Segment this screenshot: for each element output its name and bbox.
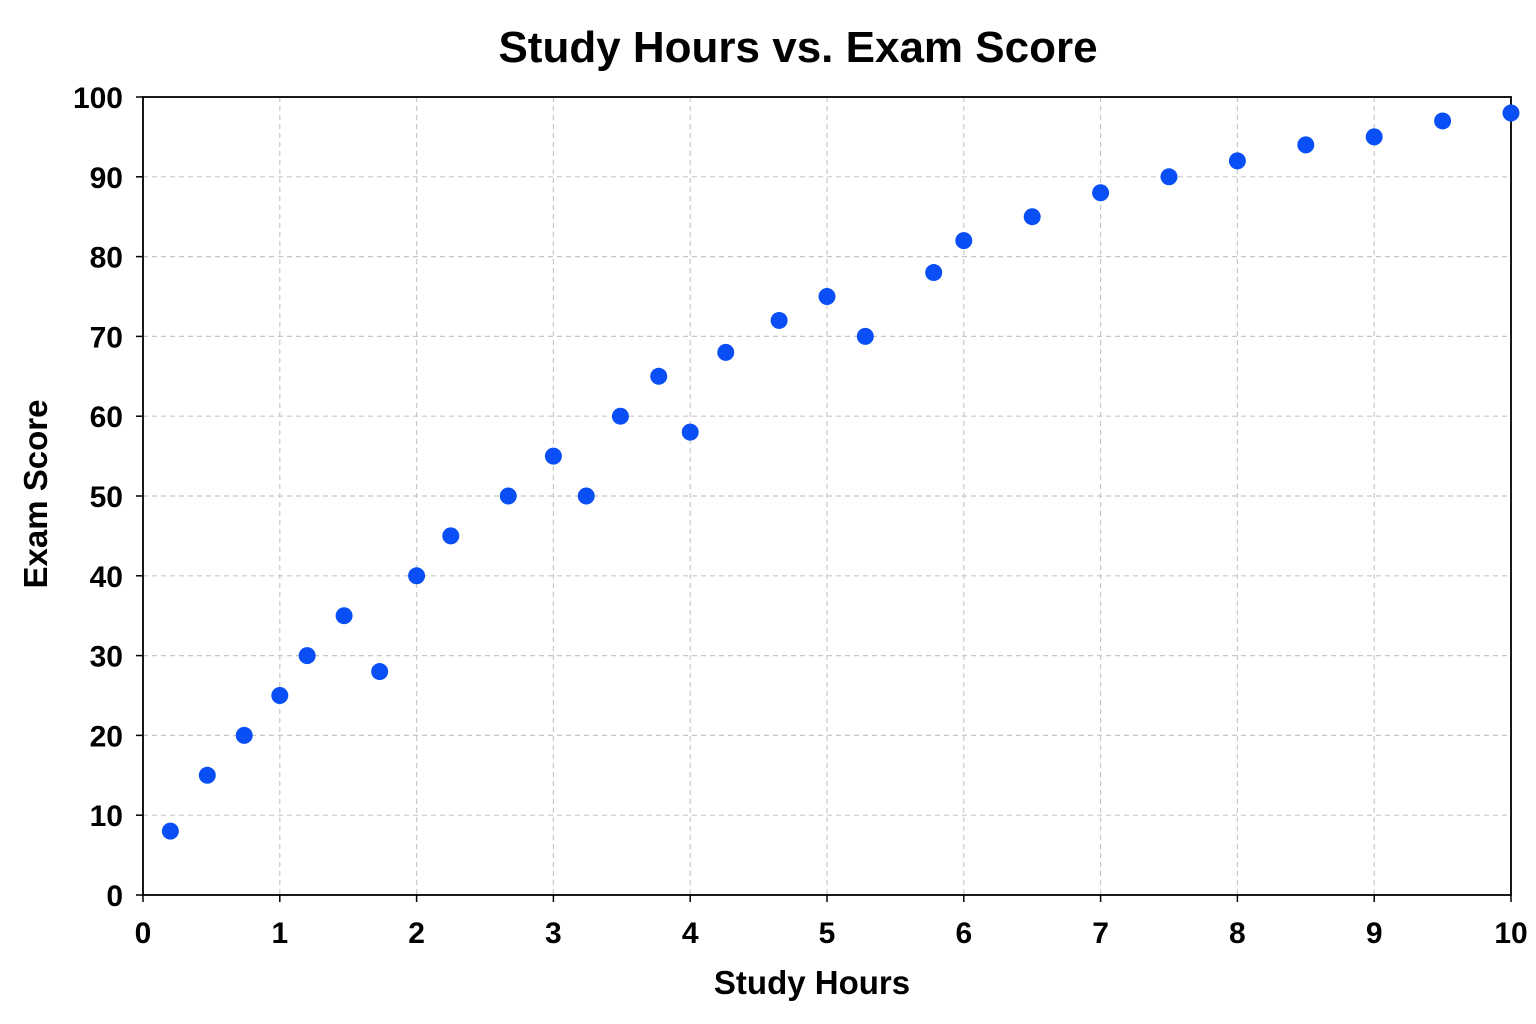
data-point: [1434, 112, 1452, 130]
x-tick-label: 7: [1092, 917, 1109, 950]
data-point: [856, 327, 874, 345]
y-axis: 0 10 20 30 40 50 60 70 80 90 100: [73, 82, 143, 913]
y-tick-label: 100: [73, 82, 123, 115]
grid: [142, 96, 1512, 896]
y-tick-label: 0: [106, 880, 123, 913]
data-point: [818, 288, 836, 305]
x-tick-label: 10: [1494, 917, 1527, 950]
data-point: [955, 232, 973, 250]
y-tick-label: 90: [90, 162, 123, 195]
x-tick-label: 8: [1229, 917, 1246, 950]
data-point: [371, 663, 389, 681]
y-tick-label: 40: [90, 561, 123, 594]
data-point: [298, 647, 316, 665]
data-points: [161, 104, 1520, 840]
data-point: [408, 567, 426, 585]
data-point: [161, 822, 179, 840]
data-point: [1365, 128, 1383, 146]
chart-title: Study Hours vs. Exam Score: [498, 23, 1097, 72]
data-point: [335, 607, 353, 625]
x-tick-label: 4: [682, 917, 699, 950]
x-axis-label: Study Hours: [714, 964, 910, 1001]
data-point: [1297, 136, 1315, 154]
y-axis-label: Exam Score: [17, 400, 54, 589]
plot-frame: [142, 96, 1512, 896]
x-tick-label: 9: [1366, 917, 1383, 950]
x-tick-label: 1: [271, 917, 288, 950]
x-tick-label: 0: [135, 917, 152, 950]
data-point: [271, 687, 289, 704]
y-tick-label: 20: [90, 720, 123, 753]
data-point: [611, 407, 629, 425]
y-tick-label: 30: [90, 641, 123, 674]
y-tick-label: 10: [90, 800, 123, 833]
data-point: [198, 766, 216, 784]
data-point: [1160, 168, 1178, 186]
x-tick-label: 5: [819, 917, 836, 950]
data-point: [235, 726, 253, 744]
y-tick-label: 70: [90, 321, 123, 354]
data-point: [770, 311, 788, 329]
data-point: [442, 527, 460, 545]
data-point: [1092, 184, 1110, 202]
data-point: [544, 447, 562, 465]
data-point: [1228, 152, 1246, 170]
y-tick-label: 50: [90, 481, 123, 514]
data-point: [499, 487, 517, 505]
y-tick-label: 60: [90, 401, 123, 434]
data-point: [681, 423, 699, 441]
data-point: [925, 264, 943, 282]
x-tick-label: 2: [408, 917, 425, 950]
data-point: [717, 343, 735, 361]
data-point: [650, 367, 668, 385]
data-point: [1502, 104, 1520, 122]
data-point: [1023, 208, 1041, 226]
data-point: [577, 487, 595, 505]
y-tick-label: 80: [90, 242, 123, 275]
x-tick-label: 3: [545, 917, 562, 950]
x-tick-label: 6: [955, 917, 972, 950]
x-axis: 0 1 2 3 4 5 6 7 8 9 10: [135, 895, 1528, 950]
